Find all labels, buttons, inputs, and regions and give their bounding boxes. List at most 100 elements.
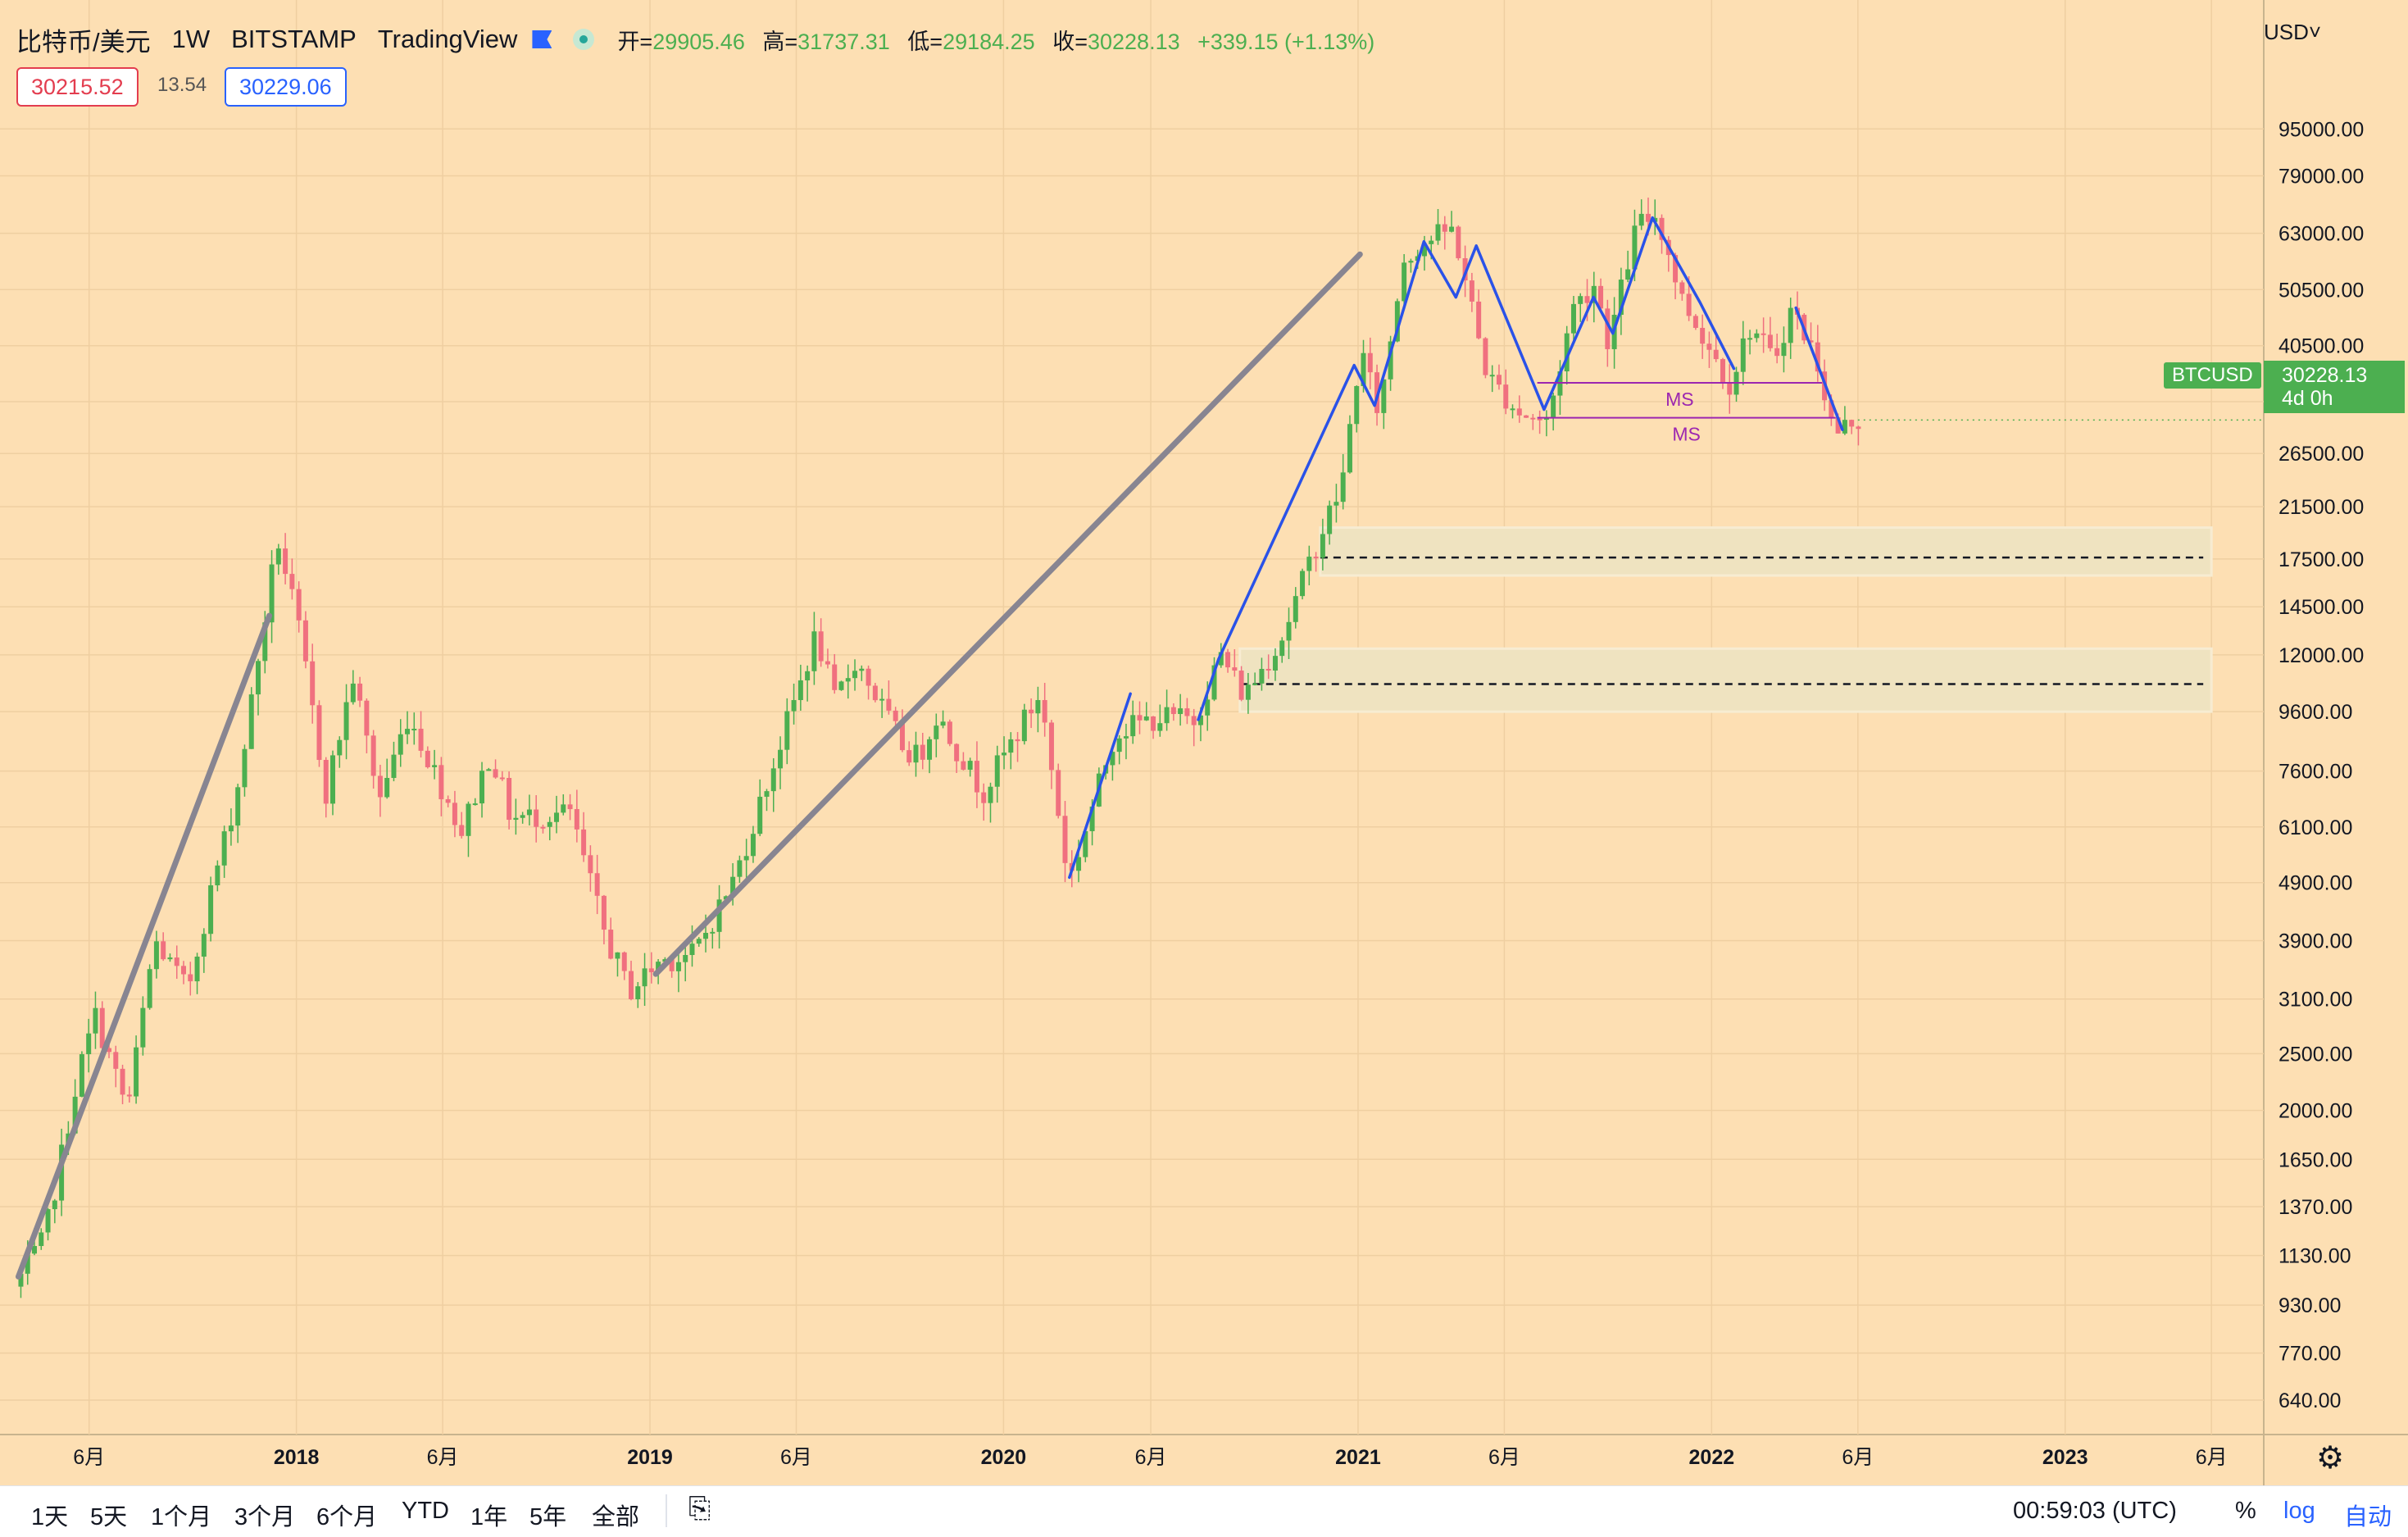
bid-price-button[interactable]: 30215.52 (16, 67, 139, 107)
candle-body (981, 792, 987, 803)
candle-body (194, 956, 200, 982)
candle-body (1524, 415, 1529, 418)
candle-body (1462, 258, 1468, 281)
range-6m[interactable]: 6个月 (316, 1504, 378, 1530)
utc-clock[interactable]: 00:59:03 (UTC) (2013, 1498, 2177, 1524)
range-1d[interactable]: 1天 (31, 1504, 69, 1530)
y-tick-label: 95000.00 (2279, 118, 2364, 141)
y-tick-label: 21500.00 (2279, 496, 2364, 519)
candle-body (1673, 255, 1679, 283)
candle-body (432, 765, 438, 767)
candle-body (934, 725, 939, 739)
range-all[interactable]: 全部 (592, 1504, 640, 1530)
candle-body (859, 668, 865, 671)
ask-price-button[interactable]: 30229.06 (225, 67, 347, 107)
low-label: 低= (907, 29, 943, 54)
currency-selector[interactable]: USD˅ (2264, 20, 2322, 44)
candle-body (1225, 652, 1231, 668)
candle-body (1584, 296, 1590, 303)
candle-body (1306, 557, 1312, 571)
candle-body (886, 698, 892, 711)
candle-body (1570, 303, 1576, 334)
candle-body (1429, 240, 1434, 244)
candle-body (1123, 736, 1129, 739)
ms-label: MS (1672, 424, 1701, 445)
candle-body (750, 834, 756, 857)
candle-body (710, 931, 716, 934)
candle-body (1564, 333, 1570, 372)
low-value: 29184.25 (943, 29, 1035, 54)
candle-body (629, 971, 634, 999)
candlestick-chart[interactable]: 95000.00 79000.00 63000.00 50500.00 40500.00… (0, 0, 2408, 1485)
settings-gear-icon[interactable]: ⚙ (2316, 1441, 2345, 1476)
candle-body (791, 700, 797, 712)
gray-trendline (16, 612, 273, 1280)
y-tick-label: 7600.00 (2279, 761, 2352, 784)
last-price-tag: 30228.13 4d 0h (2264, 361, 2405, 413)
symbol-name[interactable]: 比特币/美元 (16, 27, 151, 57)
range-1y[interactable]: 1年 (470, 1504, 508, 1530)
candle-body (899, 721, 905, 751)
candle-body (1170, 707, 1176, 715)
candle-body (330, 755, 336, 804)
candle-body (1333, 502, 1339, 506)
range-1m[interactable]: 1个月 (151, 1504, 212, 1530)
y-tick-label: 640.00 (2279, 1389, 2341, 1412)
interval-label[interactable]: 1W (171, 25, 211, 53)
goto-date-icon[interactable]: ⎘ (688, 1493, 711, 1524)
candle-body (1211, 665, 1217, 700)
candle-body (1849, 420, 1855, 427)
candle-body (493, 769, 498, 778)
candle-body (1029, 709, 1034, 714)
source-label: TradingView (377, 25, 518, 53)
candle-body (1503, 384, 1509, 409)
candle-body (134, 1047, 139, 1097)
candle-body (296, 589, 302, 621)
candle-body (974, 761, 979, 793)
x-tick-label: 6月 (2196, 1446, 2228, 1469)
y-tick-label: 1130.00 (2279, 1245, 2351, 1268)
log-toggle[interactable]: log (2283, 1498, 2315, 1524)
candle-body (805, 671, 811, 681)
candle-body (256, 661, 261, 695)
candle-body (1002, 753, 1007, 756)
y-tick-label: 2000.00 (2279, 1100, 2352, 1123)
range-ytd[interactable]: YTD (402, 1498, 449, 1524)
candle-body (1143, 716, 1149, 721)
candle-body (866, 668, 871, 686)
candle-body (520, 815, 525, 818)
candle-body (994, 755, 1000, 787)
candle-body (153, 941, 159, 970)
candle-body (947, 721, 952, 744)
candle-body (825, 661, 830, 665)
y-tick-label: 14500.00 (2279, 596, 2364, 619)
candle-body (1205, 699, 1211, 716)
range-5y[interactable]: 5年 (529, 1504, 567, 1530)
candle-body (391, 754, 397, 779)
candle-body (1238, 671, 1244, 700)
candle-body (1625, 269, 1631, 280)
candle-body (499, 777, 505, 780)
candle-body (723, 896, 729, 900)
y-tick-label: 1370.00 (2279, 1196, 2352, 1219)
candle-body (1259, 668, 1265, 684)
candle-body (832, 664, 838, 690)
range-3m[interactable]: 3个月 (234, 1504, 296, 1530)
y-tick-label: 40500.00 (2279, 335, 2364, 358)
candle-body (262, 622, 268, 662)
x-tick-label: 6月 (73, 1446, 105, 1469)
market-status-icon[interactable] (573, 29, 595, 50)
candle-body (872, 685, 878, 701)
flag-icon[interactable] (532, 30, 552, 48)
candle-body (1476, 301, 1482, 339)
candle-body (1327, 505, 1333, 534)
x-tick-label: 6月 (1135, 1446, 1167, 1469)
candle-body (1245, 684, 1251, 700)
candle-body (534, 809, 539, 827)
range-5d[interactable]: 5天 (90, 1504, 128, 1530)
percent-toggle[interactable]: % (2235, 1498, 2256, 1524)
x-tick-label: 2018 (274, 1446, 320, 1469)
x-tick-label: 6月 (1842, 1446, 1874, 1469)
candle-body (818, 631, 824, 662)
auto-toggle[interactable]: 自动 (2344, 1504, 2392, 1530)
